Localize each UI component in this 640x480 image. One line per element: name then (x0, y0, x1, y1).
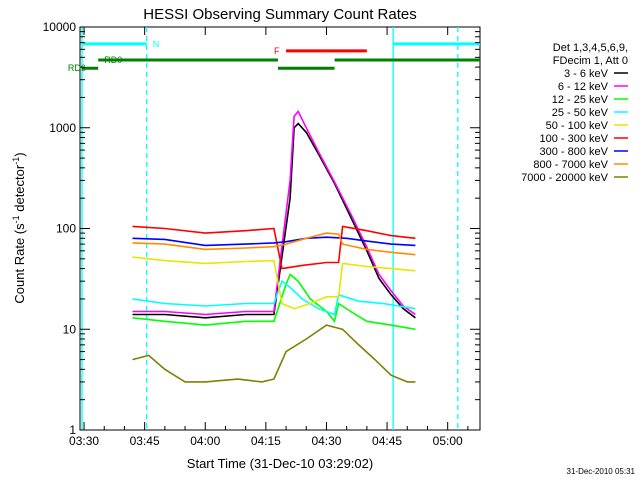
x-tick-label-5: 04:45 (372, 434, 402, 448)
timestamp: 31-Dec-2010 05:31 (567, 467, 636, 476)
y-label-mid: detector (12, 164, 27, 215)
x-axis: 03:30 03:45 04:00 04:15 04:30 04:45 05:00 (69, 27, 469, 448)
y-tick-label-0: 1 (69, 423, 76, 437)
y-label-sup2: -1 (11, 157, 21, 165)
status-layer: N F RD0 RD6 (68, 39, 480, 73)
y-label-main: Count Rate (s (12, 223, 27, 304)
series-line-5 (132, 225, 416, 270)
status-label-0: N (153, 39, 160, 49)
series-line-7 (132, 232, 416, 256)
legend-item-1: 6 - 12 keV (558, 81, 609, 93)
legend: Det 1,3,4,5,6,9,FDecim 1, Att 03 - 6 keV… (521, 42, 628, 184)
legend-item-4: 50 - 100 keV (546, 120, 609, 132)
x-tick-label-0: 03:30 (69, 434, 99, 448)
x-tick-label-4: 04:30 (311, 434, 341, 448)
plot-frame (79, 26, 481, 431)
legend-item-0: 3 - 6 keV (564, 68, 609, 80)
x-tick-label-6: 05:00 (433, 434, 463, 448)
x-tick-label-1: 03:45 (130, 434, 160, 448)
series-line-3 (132, 279, 416, 316)
series-line-2 (132, 273, 416, 331)
legend-item-5: 100 - 300 keV (540, 133, 609, 145)
legend-item-2: 12 - 25 keV (552, 94, 609, 106)
x-tick-label-3: 04:15 (251, 434, 281, 448)
y-tick-label-2: 100 (56, 222, 76, 236)
legend-item-7: 800 - 7000 keV (533, 159, 608, 171)
legend-item-6: 300 - 800 keV (540, 146, 609, 158)
y-tick-label-3: 1000 (49, 121, 76, 135)
status-label-1: F (274, 46, 280, 56)
series-layer (132, 110, 416, 383)
y-axis-label: Count Rate (s-1 detector-1) (11, 152, 27, 303)
y-tick-label-1: 10 (63, 322, 77, 336)
y-tick-label-4: 10000 (43, 20, 77, 34)
y-axis: 1 10 100 1000 10000 (43, 20, 480, 437)
x-tick-label-2: 04:00 (190, 434, 220, 448)
legend-header-0: Det 1,3,4,5,6,9, (553, 42, 628, 54)
legend-item-3: 25 - 50 keV (552, 107, 609, 119)
x-axis-label: Start Time (31-Dec-10 03:29:02) (187, 456, 373, 471)
legend-header-1: FDecim 1, Att 0 (553, 55, 628, 67)
series-line-1 (132, 110, 416, 316)
y-label-end: ) (12, 152, 27, 156)
legend-item-8: 7000 - 20000 keV (521, 172, 609, 184)
y-label-sup1: -1 (11, 215, 21, 223)
status-label-4: RD6 (68, 63, 86, 73)
series-line-6 (132, 236, 416, 247)
series-line-8 (132, 324, 416, 383)
status-label-2: RD0 (104, 55, 122, 65)
chart-title: HESSI Observing Summary Count Rates (143, 6, 416, 23)
series-line-4 (132, 256, 416, 310)
series-line-0 (132, 122, 416, 319)
